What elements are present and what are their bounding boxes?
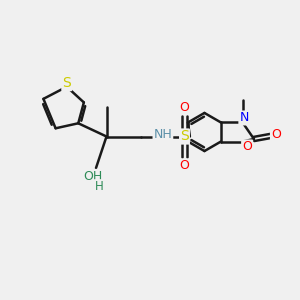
Text: S: S <box>62 76 71 90</box>
Text: O: O <box>180 100 189 114</box>
Text: O: O <box>180 159 189 172</box>
Text: O: O <box>271 128 281 141</box>
Text: O: O <box>242 140 252 153</box>
Text: H: H <box>94 180 103 193</box>
Text: NH: NH <box>154 128 172 141</box>
Text: OH: OH <box>83 170 103 183</box>
Text: S: S <box>180 130 189 143</box>
Text: N: N <box>239 112 249 124</box>
